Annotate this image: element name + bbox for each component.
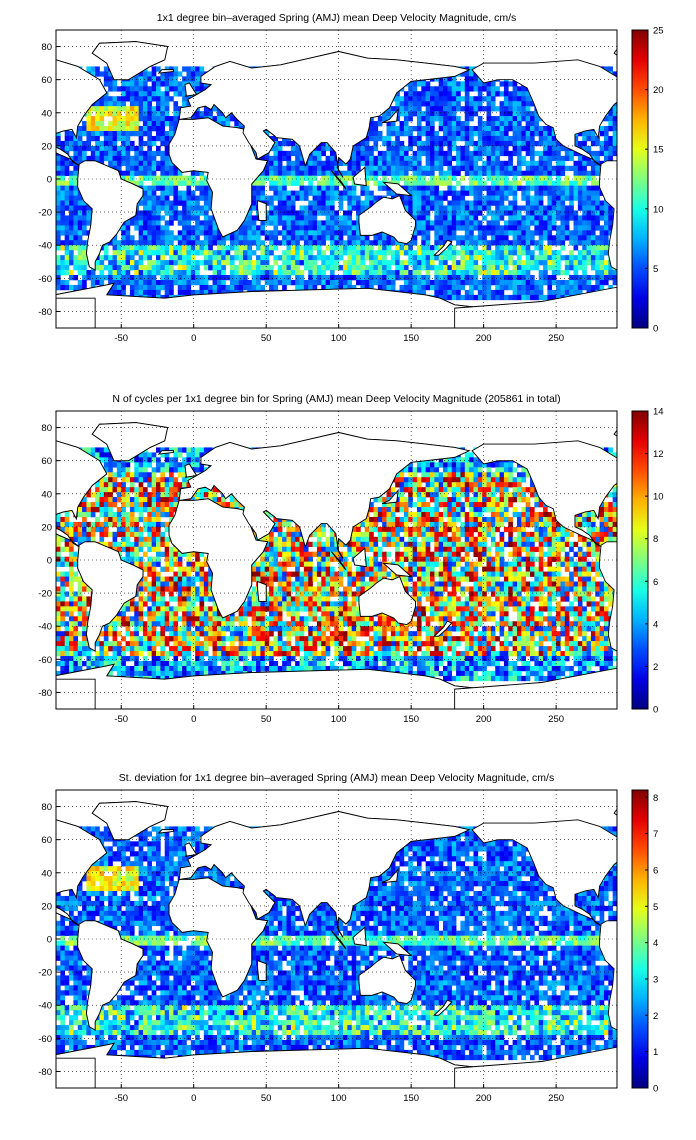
x-tick-label: 250 (548, 333, 564, 344)
map-plot: -50 0 50 100 150 200 250806040200-20-40-60-80 … (38, 26, 664, 345)
colorbar-tick-label: 5 (653, 902, 658, 913)
x-tick-label: 200 (476, 333, 492, 344)
colorbar-tick-label: 12 (653, 449, 664, 460)
panel-title: St. deviation for 1x1 degree bin–average… (118, 772, 555, 784)
colorbar-tick-label: 8 (653, 793, 658, 804)
x-tick-label: 150 (403, 714, 419, 725)
panel-title: N of cycles per 1x1 degree bin for Sprin… (112, 393, 561, 405)
x-tick-label: 50 (261, 714, 272, 725)
y-tick-label: 80 (41, 802, 52, 813)
colorbar-gradient (631, 410, 649, 710)
y-tick-label: 20 (41, 901, 52, 912)
y-tick-label: 80 (41, 42, 52, 53)
colorbar-tick-label: 5 (653, 264, 658, 275)
y-tick-label: 40 (41, 868, 52, 879)
colorbar-tick-label: 0 (653, 324, 658, 335)
colorbar-tick-label: 25 (653, 26, 664, 37)
y-tick-label: 0 (47, 935, 52, 946)
colorbar-gradient (631, 29, 649, 329)
map-grid (56, 411, 617, 709)
y-tick-label: 40 (41, 108, 52, 119)
y-tick-label: 60 (41, 835, 52, 846)
y-tick-label: -60 (38, 1034, 52, 1045)
colorbar-tick-label: 0 (653, 1084, 658, 1095)
y-tick-label: -40 (38, 1001, 52, 1012)
map-grid (56, 790, 617, 1088)
colorbar-tick-label: 0 (653, 705, 658, 716)
y-tick-label: -80 (38, 307, 52, 318)
x-tick-label: 100 (331, 1093, 347, 1104)
x-tick-label: 0 (191, 1093, 196, 1104)
coastlines (56, 41, 617, 328)
x-tick-label: 100 (331, 714, 347, 725)
y-tick-label: -20 (38, 208, 52, 219)
map-plot: -50 0 50 100 150 200 250806040200-20-40-60-80 … (38, 789, 658, 1104)
x-tick-label: 250 (548, 714, 564, 725)
y-tick-label: -80 (38, 688, 52, 699)
colorbar-tick-label: 7 (653, 829, 658, 840)
y-tick-label: -80 (38, 1067, 52, 1078)
x-tick-label: -50 (114, 714, 128, 725)
map-plot: -50 0 50 100 150 200 250806040200-20-40-60-80 … (38, 407, 664, 726)
colorbar-tick-label: 10 (653, 204, 664, 215)
colorbar-tick-label: 14 (653, 407, 664, 418)
x-tick-label: -50 (114, 1093, 128, 1104)
colorbar-tick-label: 4 (653, 619, 658, 630)
map-grid (56, 30, 617, 328)
colorbar-tick-label: 6 (653, 865, 658, 876)
panel-std-deviation: St. deviation for 1x1 degree bin–average… (0, 760, 696, 1140)
colorbar: 0 5 10 15 20 25 (631, 26, 664, 335)
x-tick-label: 0 (191, 333, 196, 344)
colorbar-tick-label: 3 (653, 974, 658, 985)
coastlines (56, 801, 617, 1088)
y-tick-label: 20 (41, 141, 52, 152)
x-tick-label: 200 (476, 714, 492, 725)
x-tick-label: 150 (403, 333, 419, 344)
x-tick-label: -50 (114, 333, 128, 344)
colorbar-tick-label: 10 (653, 492, 664, 503)
y-tick-label: 20 (41, 522, 52, 533)
coastlines (56, 422, 617, 709)
y-tick-label: -60 (38, 274, 52, 285)
y-tick-label: 40 (41, 489, 52, 500)
panel-cycle-count: N of cycles per 1x1 degree bin for Sprin… (0, 380, 696, 760)
x-tick-label: 250 (548, 1093, 564, 1104)
colorbar-tick-label: 1 (653, 1047, 658, 1058)
panel-title: 1x1 degree bin–averaged Spring (AMJ) mea… (156, 12, 517, 24)
colorbar-tick-label: 2 (653, 1011, 658, 1022)
y-tick-label: -40 (38, 241, 52, 252)
colorbar-tick-label: 4 (653, 938, 658, 949)
colorbar: 0 2 4 6 8 10 12 14 (631, 407, 664, 716)
y-tick-label: -40 (38, 622, 52, 633)
y-tick-label: 0 (47, 175, 52, 186)
x-tick-label: 50 (261, 1093, 272, 1104)
colorbar-tick-label: 15 (653, 145, 664, 156)
x-tick-label: 150 (403, 1093, 419, 1104)
y-tick-label: -60 (38, 655, 52, 666)
colorbar-tick-label: 8 (653, 534, 658, 545)
colorbar-gradient (631, 789, 649, 1089)
y-tick-label: -20 (38, 589, 52, 600)
x-tick-label: 200 (476, 1093, 492, 1104)
colorbar-tick-label: 2 (653, 662, 658, 673)
y-tick-label: 0 (47, 556, 52, 567)
colorbar: 0 1 2 3 4 5 6 7 8 (631, 789, 658, 1095)
y-tick-label: 60 (41, 75, 52, 86)
x-tick-label: 50 (261, 333, 272, 344)
colorbar-tick-label: 20 (653, 85, 664, 96)
y-tick-label: -20 (38, 968, 52, 979)
x-tick-label: 100 (331, 333, 347, 344)
y-tick-label: 80 (41, 423, 52, 434)
panel-mean-velocity: 1x1 degree bin–averaged Spring (AMJ) mea… (0, 0, 696, 380)
x-tick-label: 0 (191, 714, 196, 725)
y-tick-label: 60 (41, 456, 52, 467)
colorbar-tick-label: 6 (653, 577, 658, 588)
